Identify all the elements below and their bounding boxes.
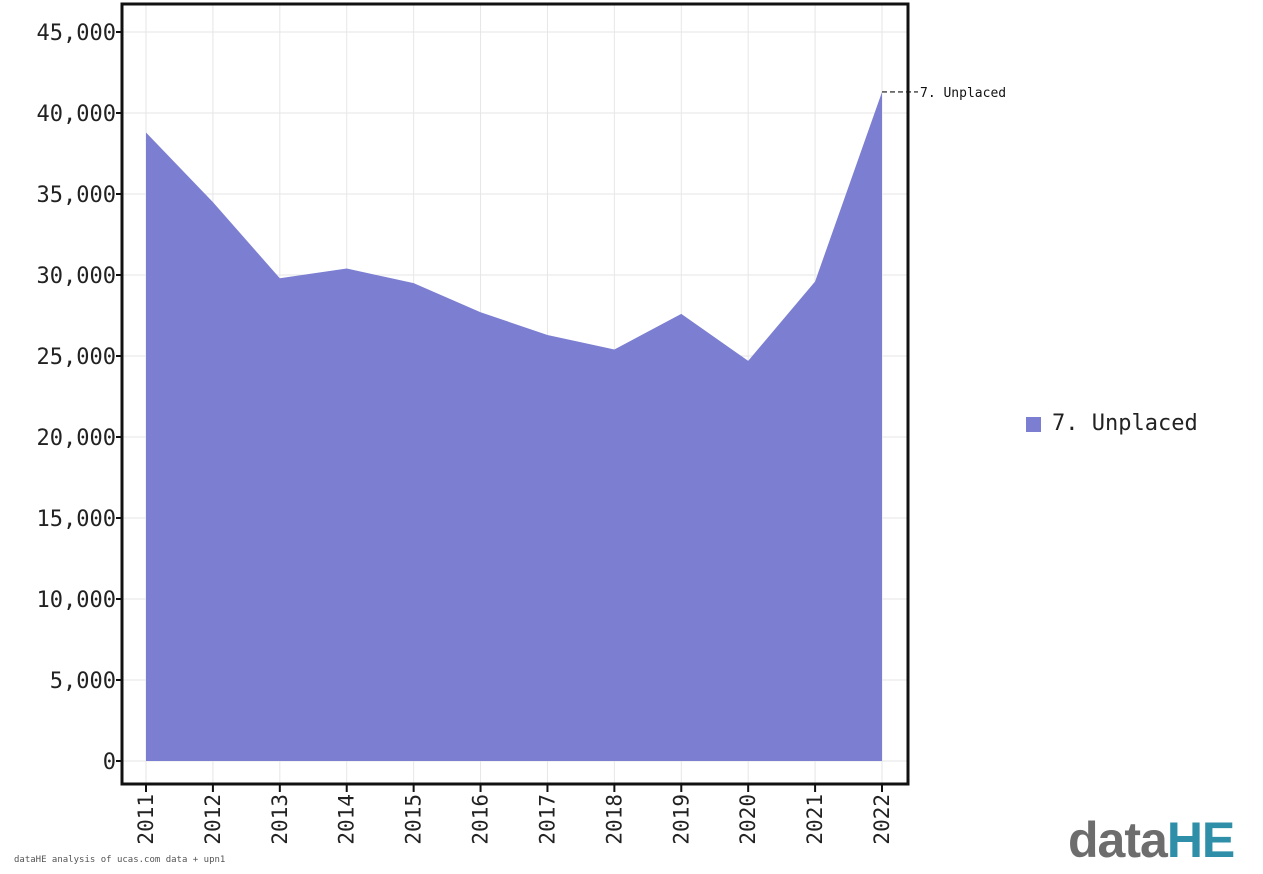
x-tick-label: 2014	[335, 794, 359, 845]
source-note: dataHE analysis of ucas.com data + upn1	[14, 855, 226, 865]
y-tick-label: 30,000	[37, 264, 116, 289]
datahe-logo: dataHE	[1068, 810, 1235, 870]
y-tick-label: 0	[103, 750, 116, 775]
y-tick-label: 15,000	[37, 507, 116, 532]
legend: 7. Unplaced	[1026, 411, 1198, 436]
legend-swatch	[1026, 417, 1041, 432]
x-tick-label: 2018	[602, 794, 626, 845]
x-tick-label: 2011	[134, 794, 158, 845]
x-tick-label: 2020	[736, 794, 760, 845]
x-tick-label: 2016	[469, 794, 493, 845]
y-axis: 0 5,000 10,000 15,000 20,000 25,000 30,000 35,0…	[37, 21, 122, 775]
y-tick-label: 35,000	[37, 183, 116, 208]
y-tick-label: 40,000	[37, 102, 116, 127]
end-label-group: 7. Unplaced	[882, 86, 1006, 101]
x-tick-label: 2017	[535, 794, 559, 845]
logo-part-data: data	[1068, 812, 1168, 868]
legend-label: 7. Unplaced	[1052, 411, 1198, 436]
y-tick-label: 10,000	[37, 588, 116, 613]
x-tick-label: 2015	[402, 794, 426, 845]
x-tick-label: 2013	[268, 794, 292, 845]
x-tick-label: 2012	[201, 794, 225, 845]
x-tick-label: 2019	[669, 794, 693, 845]
y-tick-label: 5,000	[50, 669, 116, 694]
logo-part-he: HE	[1166, 812, 1235, 868]
y-tick-label: 20,000	[37, 426, 116, 451]
y-tick-label: 25,000	[37, 345, 116, 370]
x-axis: 2011 2012 2013 2014 2015 2016 2017 2018 2019 2020…	[134, 784, 894, 845]
end-label-text: 7. Unplaced	[920, 86, 1006, 101]
x-tick-label: 2022	[870, 794, 894, 845]
x-tick-label: 2021	[803, 794, 827, 845]
area-7-unplaced	[146, 91, 882, 761]
y-tick-label: 45,000	[37, 21, 116, 46]
plot-frame	[120, 2, 910, 786]
